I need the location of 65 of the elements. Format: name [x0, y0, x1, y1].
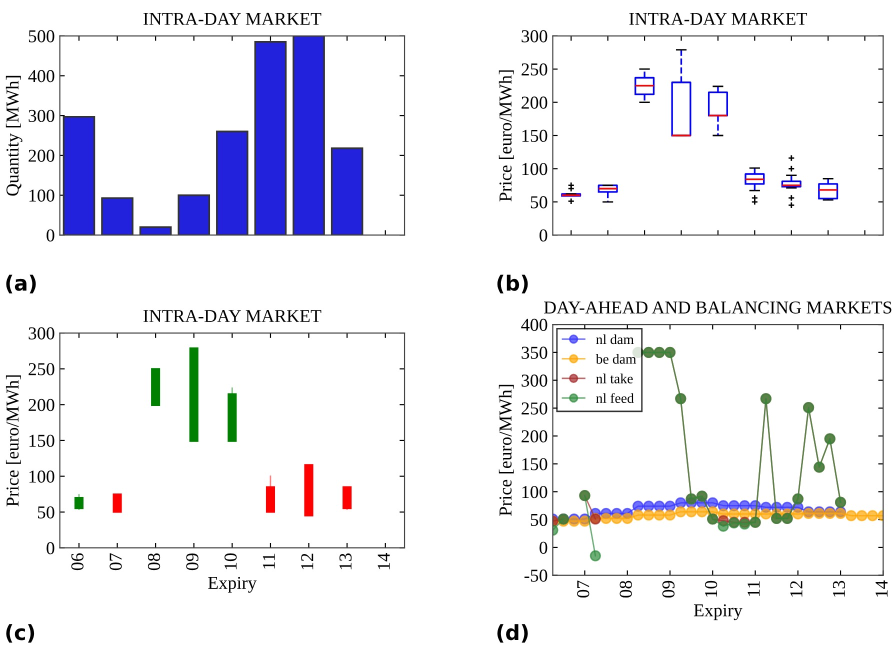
chart-title: DAY-AHEAD AND BALANCING MARKETS — [544, 301, 892, 314]
legend-label: nl feed — [596, 393, 634, 403]
y-axis-title: Price [euro/MWh] — [6, 375, 21, 506]
y-tick-label: 200 — [522, 96, 548, 109]
y-tick-label: 300 — [522, 374, 548, 387]
x-tick-label: 14 — [378, 553, 390, 570]
legend-label: be dam — [596, 354, 636, 364]
y-tick-label: 150 — [29, 434, 54, 447]
y-tick-label: 250 — [522, 402, 548, 415]
x-tick-label: 07 — [577, 580, 590, 598]
legend-label: nl dam — [596, 334, 634, 344]
y-tick-label: 50 — [530, 196, 548, 208]
y-tick-label: 100 — [522, 486, 548, 498]
y-tick-label: 200 — [28, 150, 54, 162]
chart-title: INTRA-DAY MARKET — [143, 310, 322, 322]
y-axis-title: Price [euro/MWh] — [498, 384, 514, 516]
text: (d) — [497, 624, 528, 643]
x-axis-title: Expiry — [208, 576, 257, 593]
x-tick-label: 08 — [148, 553, 160, 570]
text: (c) — [6, 624, 34, 643]
y-tick-label: 50 — [38, 506, 54, 519]
y-tick-label: 500 — [28, 30, 54, 42]
chart-title: INTRA-DAY MARKET — [629, 12, 808, 25]
y-tick-label: 150 — [522, 130, 548, 142]
x-tick-label: 10 — [224, 553, 237, 570]
x-axis-title: Expiry — [694, 604, 742, 620]
x-tick-label: 12 — [301, 554, 314, 570]
y-tick-label: 400 — [28, 70, 54, 82]
y-tick-label: 150 — [522, 458, 548, 470]
x-tick-label: 14 — [876, 580, 888, 597]
y-tick-label: 0 — [540, 542, 548, 554]
y-tick-label: 200 — [28, 398, 54, 412]
y-tick-label: 0 — [540, 229, 548, 242]
x-tick-label: 12 — [790, 581, 802, 597]
text: (a) — [6, 274, 36, 294]
x-tick-label: 07 — [110, 553, 122, 570]
y-tick-label: 100 — [522, 162, 548, 176]
y-axis-title: Price [euro/MWh] — [498, 70, 514, 202]
y-tick-label: 300 — [522, 30, 548, 42]
y-tick-label: 0 — [46, 542, 54, 554]
chart-title: INTRA-DAY MARKET — [143, 12, 322, 25]
y-tick-label: 200 — [522, 430, 548, 442]
y-tick-label: 250 — [522, 63, 548, 76]
y-axis-title: Quantity [MWh] — [6, 76, 22, 196]
x-tick-label: 11 — [748, 581, 760, 596]
y-tick-label: 0 — [46, 229, 54, 242]
y-tick-label: 300 — [28, 327, 54, 340]
x-tick-label: 13 — [832, 580, 846, 597]
x-tick-label: 11 — [262, 554, 275, 569]
x-tick-label: 09 — [186, 553, 198, 570]
y-tick-label: 400 — [521, 318, 548, 331]
y-tick-label: 100 — [29, 190, 54, 202]
x-tick-label: 08 — [620, 580, 632, 598]
y-tick-label: 100 — [29, 470, 54, 483]
x-tick-label: 10 — [704, 580, 718, 597]
y-tick-label: 300 — [28, 110, 54, 122]
y-tick-label: 250 — [28, 363, 54, 376]
legend-label: nl take — [596, 374, 633, 384]
x-tick-label: 06 — [71, 553, 84, 570]
x-tick-label: 09 — [662, 580, 675, 598]
x-tick-label: 13 — [339, 553, 352, 570]
text: (b) — [497, 274, 528, 294]
y-tick-label: 350 — [522, 346, 548, 359]
y-tick-label: 50 — [530, 514, 548, 526]
y-tick-label: -50 — [524, 570, 548, 582]
